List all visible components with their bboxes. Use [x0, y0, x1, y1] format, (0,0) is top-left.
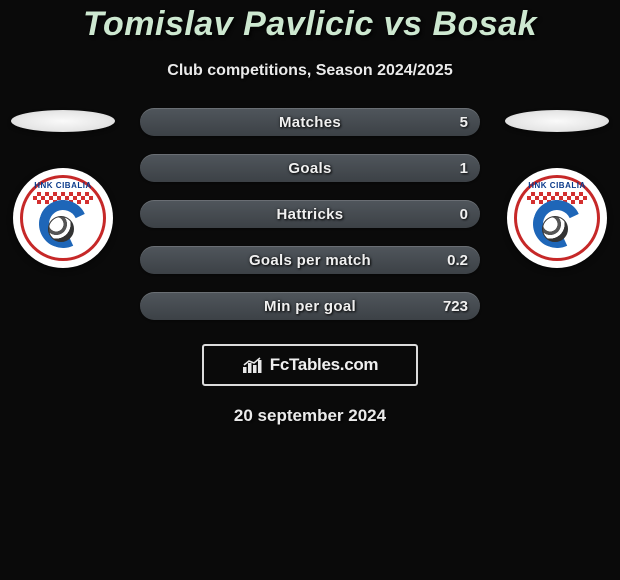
stats-area: HNK CIBALIA Matches 5 Goals 1 Hattricks 0 Goal…: [0, 108, 620, 320]
player-right-column: HNK CIBALIA: [502, 108, 612, 268]
stat-value-right: 723: [443, 292, 468, 320]
stat-row: Matches 5: [140, 108, 480, 136]
club-badge-inner: HNK CIBALIA: [20, 175, 106, 261]
page-title: Tomislav Pavlicic vs Bosak: [0, 5, 620, 44]
stat-label: Hattricks: [277, 206, 344, 223]
stat-value-right: 5: [460, 108, 468, 136]
stat-label: Goals: [288, 160, 331, 177]
stat-value-right: 0: [460, 200, 468, 228]
brand-text: FcTables.com: [270, 355, 379, 375]
brand-box[interactable]: FcTables.com: [202, 344, 418, 386]
stat-label: Matches: [279, 114, 341, 131]
player-right-photo-placeholder: [505, 110, 609, 132]
stat-row: Min per goal 723: [140, 292, 480, 320]
stat-row: Hattricks 0: [140, 200, 480, 228]
stat-row: Goals per match 0.2: [140, 246, 480, 274]
stat-label: Goals per match: [249, 252, 371, 269]
club-badge-emblem: [530, 202, 584, 244]
stat-rows: Matches 5 Goals 1 Hattricks 0 Goals per match 0…: [140, 108, 480, 320]
player-right-club-badge: HNK CIBALIA: [507, 168, 607, 268]
club-badge-emblem: [36, 202, 90, 244]
player-left-club-badge: HNK CIBALIA: [13, 168, 113, 268]
player-left-column: HNK CIBALIA: [8, 108, 118, 268]
club-badge-inner: HNK CIBALIA: [514, 175, 600, 261]
player-left-photo-placeholder: [11, 110, 115, 132]
stat-label: Min per goal: [264, 298, 356, 315]
stat-value-right: 1: [460, 154, 468, 182]
stat-value-right: 0.2: [447, 246, 468, 274]
subtitle: Club competitions, Season 2024/2025: [0, 62, 620, 80]
club-badge-text: HNK CIBALIA: [528, 181, 586, 190]
stat-row: Goals 1: [140, 154, 480, 182]
comparison-card: Tomislav Pavlicic vs Bosak Club competit…: [0, 0, 620, 426]
brand-chart-icon: [242, 356, 264, 374]
date-line: 20 september 2024: [0, 406, 620, 426]
club-badge-text: HNK CIBALIA: [34, 181, 92, 190]
